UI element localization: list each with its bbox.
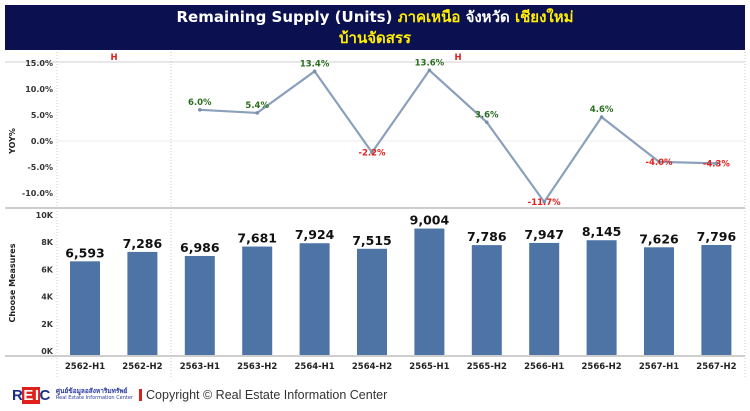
group-marker-h: H	[110, 53, 117, 63]
x-tick-label: 2566-H1	[524, 362, 564, 372]
bar-data-label: 8,145	[582, 224, 622, 239]
yoy-axis-title: YOY%	[8, 128, 17, 155]
title-line: Remaining Supply (Units) ภาคเหนือ จังหวั…	[5, 7, 745, 28]
bar-axis-title: Choose Measures	[8, 243, 17, 322]
yoy-data-label: 6.0%	[188, 98, 212, 108]
yoy-point	[255, 111, 259, 115]
x-tick-label: 2564-H2	[352, 362, 392, 372]
yoy-tick-label: 0.0%	[31, 137, 53, 146]
bar-data-label: 7,681	[237, 231, 277, 246]
x-tick-label: 2563-H2	[237, 362, 277, 372]
yoy-point	[542, 200, 546, 204]
yoy-data-label: 4.6%	[590, 105, 614, 115]
yoy-tick-label: 15.0%	[25, 59, 53, 68]
bar	[357, 248, 387, 355]
bar-tick-label: 0K	[41, 347, 54, 356]
bar	[701, 244, 732, 355]
yoy-data-label: -11.7%	[528, 198, 561, 208]
reic-logo: RE IC	[12, 386, 50, 404]
yoy-line	[199, 68, 717, 204]
logo-en: Real Estate Information Center	[55, 395, 134, 401]
x-tick-label: 2563-H1	[180, 362, 220, 372]
bar	[242, 246, 273, 355]
bar	[184, 255, 215, 355]
bar	[414, 228, 445, 355]
x-tick-label: 2566-H2	[581, 362, 621, 372]
yoy-series: 6.0% 5.4% 13.4% -2.2% 13.6% 3.6% -11.7% 4.6% -4.…	[188, 58, 730, 208]
bar-data-label: 6,593	[65, 245, 105, 260]
yoy-tick-label: -5.0%	[27, 163, 53, 172]
yoy-point	[714, 161, 719, 166]
bar	[586, 240, 617, 355]
bar-data-label: 7,796	[697, 229, 737, 244]
bar-data-label: 6,986	[180, 240, 220, 255]
yoy-tick-label: 5.0%	[31, 111, 53, 120]
bar	[644, 247, 674, 355]
yoy-data-label: 13.4%	[300, 59, 330, 69]
yoy-data-label: 13.6%	[415, 58, 445, 68]
bar-data-label: 7,786	[467, 229, 507, 244]
bar	[529, 242, 560, 355]
title-province: เชียงใหม่	[514, 8, 574, 26]
x-tick-label: 2565-H2	[467, 362, 507, 372]
yoy-point	[427, 68, 432, 73]
yoy-point	[657, 160, 661, 164]
yoy-data-label: 5.4%	[245, 101, 269, 111]
copyright-text: Copyright © Real Estate Information Cent…	[146, 388, 388, 402]
x-tick-label: 2567-H2	[696, 362, 736, 372]
title-province-label: จังหวัด	[465, 8, 510, 26]
bar-series: 6,593 7,286 6,986 7,681 7,924 7,515 9,004 7,786…	[65, 213, 736, 355]
bar-data-label: 7,286	[123, 236, 163, 251]
bar-data-label: 7,626	[639, 231, 679, 246]
bar-data-label: 7,947	[524, 227, 564, 242]
yoy-data-label: -4.3%	[703, 159, 731, 169]
bar	[70, 261, 100, 355]
bar-data-label: 9,004	[410, 213, 450, 228]
yoy-point	[312, 69, 317, 74]
yoy-point	[485, 120, 489, 125]
group-marker-h: H	[454, 53, 461, 63]
bar-data-label: 7,515	[352, 233, 392, 248]
x-tick-label: 2565-H1	[409, 362, 449, 372]
bar	[299, 243, 330, 355]
chart-header: Remaining Supply (Units) ภาคเหนือ จังหวั…	[5, 5, 745, 50]
yoy-data-label: -2.2%	[358, 148, 386, 158]
yoy-point	[370, 150, 374, 155]
footer: RE IC ศูนย์ข้อมูลอสังหาริมทรัพย์ Real Est…	[12, 384, 387, 406]
title-region: ภาคเหนือ	[397, 8, 461, 26]
yoy-axis: 15.0% 10.0% 5.0% 0.0% -5.0% -10.0% YOY%	[8, 59, 745, 198]
bar-axis: 10K 8K 6K 4K 2K 0K Choose Measures	[8, 211, 54, 356]
logo-subtitle: ศูนย์ข้อมูลอสังหาริมทรัพย์ Real Estate I…	[56, 388, 133, 402]
bar-tick-label: 2K	[41, 320, 54, 329]
yoy-point	[198, 108, 202, 112]
yoy-point	[599, 115, 604, 119]
yoy-tick-label: 10.0%	[25, 85, 53, 94]
title-en: Remaining Supply (Units)	[176, 8, 393, 26]
yoy-data-label: -4.0%	[645, 158, 673, 168]
bar-data-label: 7,924	[295, 227, 335, 242]
yoy-tick-label: -10.0%	[22, 189, 53, 198]
x-tick-label: 2564-H1	[294, 362, 334, 372]
bar-tick-label: 8K	[41, 238, 54, 247]
x-tick-label: 2562-H1	[65, 362, 105, 372]
bar-tick-label: 4K	[41, 293, 54, 302]
bar-tick-label: 6K	[41, 265, 54, 274]
bar-tick-label: 10K	[36, 211, 54, 220]
bar	[471, 245, 502, 355]
x-tick-label: 2562-H2	[122, 362, 162, 372]
divider-bar	[139, 389, 143, 401]
x-tick-label: 2567-H1	[639, 362, 679, 372]
bar	[127, 251, 158, 355]
yoy-data-label: 3.6%	[475, 110, 499, 120]
x-axis: 2562-H1 2562-H2 2563-H1 2563-H2 2564-H1 2564-…	[65, 362, 737, 372]
subtitle: บ้านจัดสรร	[339, 29, 411, 47]
logo-thai: ศูนย์ข้อมูลอสังหาริมทรัพย์	[55, 387, 128, 395]
